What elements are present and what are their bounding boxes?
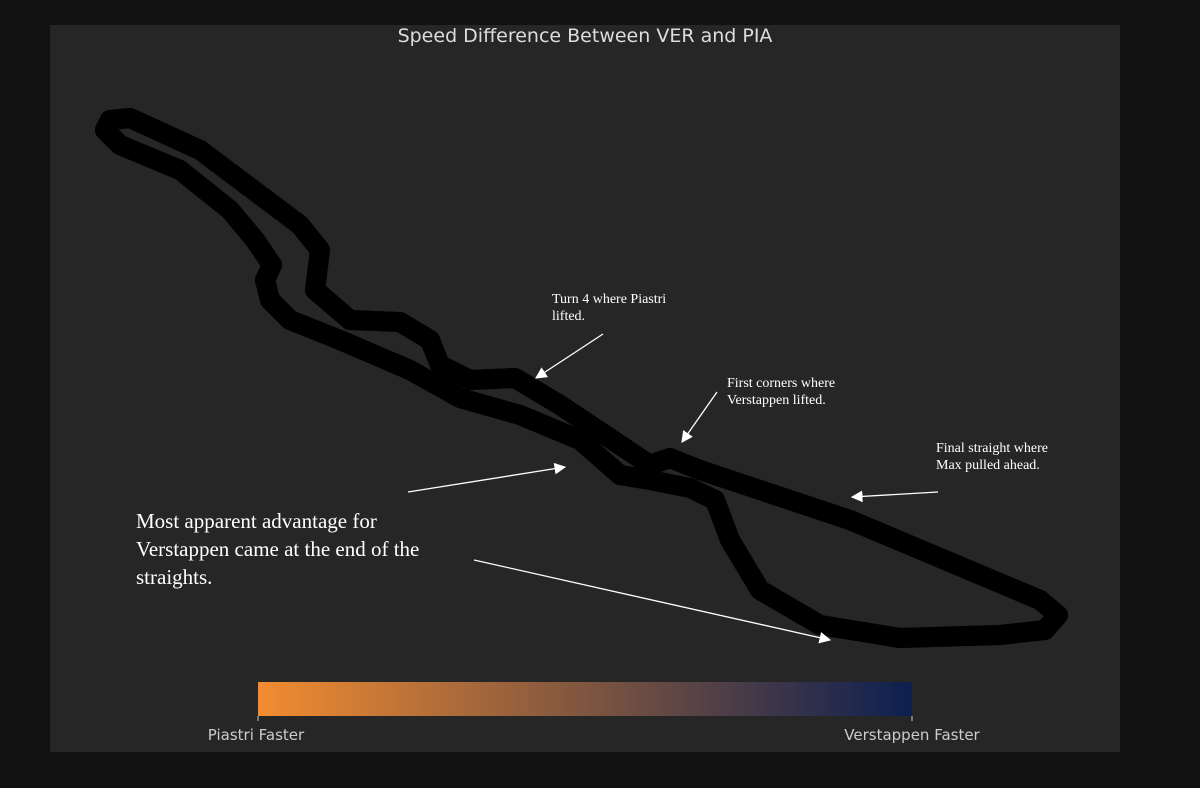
colorbar-high-label: Verstappen Faster [844,726,980,744]
annotation-arrows [407,333,939,644]
annotation-text: Final straight where [936,441,1048,456]
annotation-text: Turn 4 where Piastri [552,292,666,307]
annotation-text: Verstappen lifted. [727,393,826,408]
annotation-text: straights. [136,565,212,589]
colorbar [258,682,912,716]
title: Speed Difference Between VER and PIA [398,25,773,47]
track [95,108,1068,648]
annotation-text: Verstappen came at the end of the [136,537,419,561]
annotation-text: Max pulled ahead. [936,458,1040,473]
annotation-text: First corners where [727,376,835,391]
annotation-text: Most apparent advantage for [136,509,377,533]
annotation-text: lifted. [552,309,585,324]
colorbar-low-label: Piastri Faster [208,726,305,744]
